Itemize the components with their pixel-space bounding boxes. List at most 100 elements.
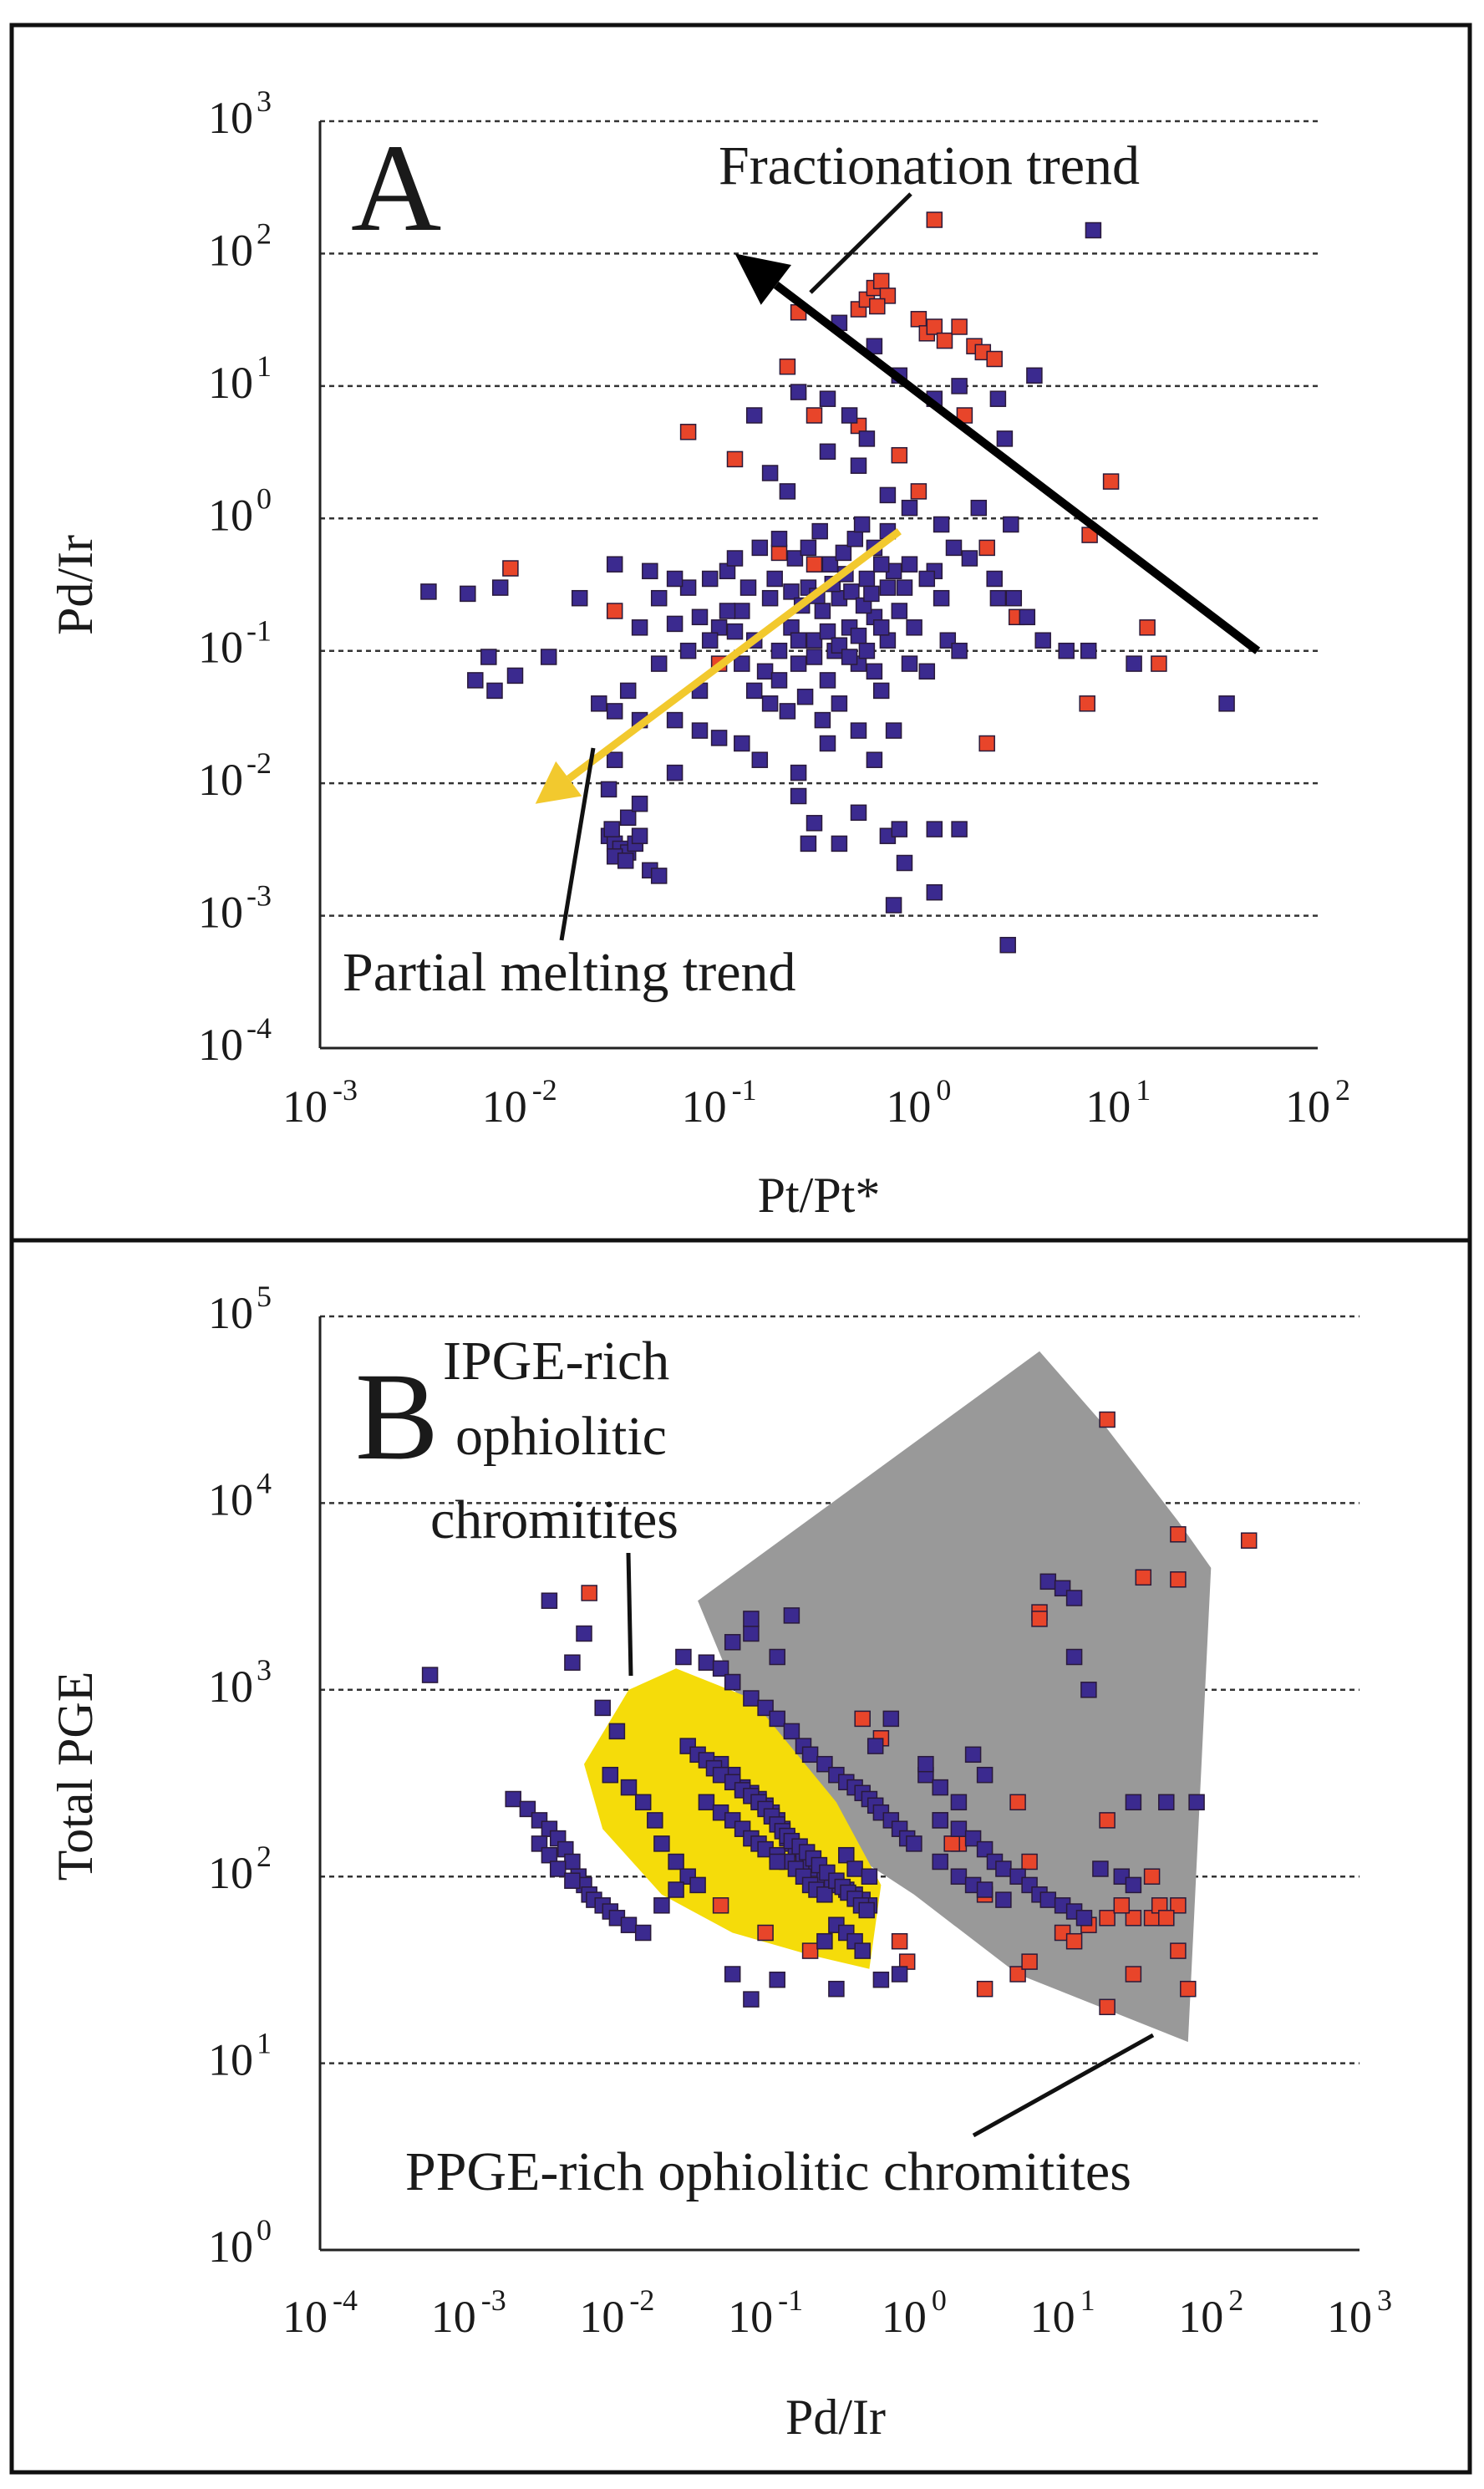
data-point-purple xyxy=(917,1755,934,1773)
field-ppge xyxy=(698,1351,1212,2043)
data-point-red xyxy=(951,318,968,335)
data-point-purple xyxy=(1005,589,1023,607)
data-point-purple xyxy=(631,827,648,844)
data-point-purple xyxy=(882,1710,900,1728)
data-point-red xyxy=(1099,1998,1116,2016)
data-point-purple xyxy=(620,1779,638,1796)
x-tick-label: 10 -2 xyxy=(482,1073,557,1132)
data-point-purple xyxy=(816,1886,833,1903)
data-point-purple xyxy=(814,711,831,729)
data-point-red xyxy=(1170,1571,1187,1588)
data-point-purple xyxy=(970,499,988,517)
trend-arrow-shaft xyxy=(773,281,1261,654)
panel-a-gridlines xyxy=(320,120,1318,917)
ipge-label-line-3: chromitites xyxy=(430,1489,678,1550)
data-point-purple xyxy=(932,1779,948,1796)
data-point-purple xyxy=(901,556,918,573)
data-point-purple xyxy=(918,570,936,588)
data-point-purple xyxy=(769,1710,785,1728)
data-point-purple xyxy=(719,603,736,619)
data-point-purple xyxy=(819,672,836,689)
data-point-purple xyxy=(858,430,876,447)
fractionation-label-leader xyxy=(809,192,912,294)
data-point-purple xyxy=(858,642,876,659)
data-point-purple xyxy=(698,1654,715,1671)
data-point-red xyxy=(910,483,928,500)
data-point-purple xyxy=(841,649,858,665)
data-point-red xyxy=(1021,1853,1038,1871)
data-point-red xyxy=(910,311,928,328)
data-point-purple xyxy=(606,703,623,720)
data-point-purple xyxy=(710,619,728,636)
data-point-purple xyxy=(653,1835,670,1852)
data-point-purple xyxy=(950,1820,968,1837)
data-point-purple xyxy=(634,1924,652,1942)
data-point-purple xyxy=(1039,1573,1057,1591)
data-point-purple xyxy=(761,695,779,712)
data-point-red xyxy=(978,735,995,752)
x-tick-label: 10 -3 xyxy=(431,2283,506,2342)
data-point-red xyxy=(1139,619,1156,636)
data-point-purple xyxy=(540,649,557,665)
data-point-purple xyxy=(761,589,779,607)
data-point-purple xyxy=(743,1611,760,1627)
data-point-purple xyxy=(891,821,908,837)
data-point-purple xyxy=(854,1942,871,1959)
data-point-red xyxy=(801,1942,819,1959)
data-point-purple xyxy=(866,338,883,354)
data-point-red xyxy=(1009,1794,1026,1811)
data-point-purple xyxy=(766,570,783,588)
data-point-purple xyxy=(989,390,1007,407)
data-point-red xyxy=(679,424,697,440)
y-tick-label: 10 5 xyxy=(208,1280,272,1338)
data-point-purple xyxy=(850,804,867,822)
data-point-purple xyxy=(576,1625,592,1642)
data-point-purple xyxy=(734,735,750,752)
data-point-purple xyxy=(1125,1876,1142,1894)
data-point-purple xyxy=(1126,655,1142,672)
y-tick-label: 10 0 xyxy=(208,2213,272,2272)
trend-arrow-head xyxy=(734,253,791,305)
data-point-purple xyxy=(918,663,936,680)
y-tick-label: 10 3 xyxy=(208,84,272,143)
data-point-purple xyxy=(743,1991,760,2008)
data-point-purple xyxy=(926,821,943,837)
data-point-purple xyxy=(806,815,823,832)
data-point-purple xyxy=(790,787,807,805)
y-tick-label: 10 1 xyxy=(208,2027,272,2085)
data-point-red xyxy=(891,446,908,464)
data-point-red xyxy=(891,1932,908,1950)
data-point-purple xyxy=(885,897,902,914)
data-point-purple xyxy=(819,623,836,640)
trend-arrow-head xyxy=(535,761,582,804)
panel-a-tick-labels: 10 -3 10 -2 10 -1 10 0 10 1 10 210 -410 -310 -210 -110 0… xyxy=(198,84,1350,1132)
data-point-purple xyxy=(666,711,684,729)
data-point-purple xyxy=(951,378,968,394)
data-point-purple xyxy=(726,550,744,567)
data-point-purple xyxy=(828,1980,845,1998)
data-point-purple xyxy=(701,632,719,649)
data-point-purple xyxy=(698,1794,715,1811)
data-point-purple xyxy=(549,1860,567,1877)
data-point-purple xyxy=(689,1876,706,1894)
y-tick-label: 10 2 xyxy=(208,216,272,275)
ipge-label-line-1: IPGE-rich xyxy=(443,1331,669,1392)
data-point-red xyxy=(1240,1532,1258,1549)
data-point-red xyxy=(854,1710,871,1728)
data-point-purple xyxy=(1092,1860,1109,1877)
data-point-red xyxy=(712,1897,729,1914)
data-point-purple xyxy=(800,835,817,853)
data-point-red xyxy=(943,1835,960,1852)
data-point-red xyxy=(1135,1569,1152,1586)
x-tick-label: 10 -2 xyxy=(579,2283,654,2342)
data-point-purple xyxy=(951,642,968,659)
data-point-purple xyxy=(819,443,836,461)
data-point-purple xyxy=(679,579,697,596)
data-point-purple xyxy=(1065,1648,1083,1666)
data-point-purple xyxy=(989,589,1007,607)
data-point-purple xyxy=(712,1660,729,1677)
data-point-purple xyxy=(853,516,871,533)
y-tick-label: 10 0 xyxy=(208,481,272,540)
data-point-purple xyxy=(879,486,897,504)
x-tick-label: 10 3 xyxy=(1327,2283,1392,2342)
